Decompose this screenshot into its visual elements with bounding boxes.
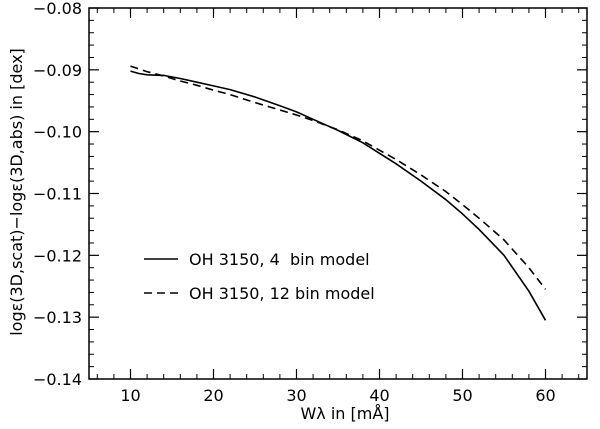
- x-tick-label: 60: [535, 386, 555, 405]
- x-tick-label: 50: [452, 386, 472, 405]
- y-tick-label: −0.12: [33, 246, 82, 265]
- y-tick-label: −0.10: [33, 123, 82, 142]
- series-line-4-bin: [130, 70, 547, 321]
- x-axis-label: Wλ in [mÅ]: [300, 404, 389, 423]
- x-tick-label: 20: [203, 386, 223, 405]
- y-tick-label: −0.14: [33, 370, 82, 389]
- y-axis-label: logε(3D,scat)−logε(3D,abs) in [dex]: [7, 48, 26, 336]
- x-tick-label: 30: [286, 386, 306, 405]
- y-tick-label: −0.09: [33, 61, 82, 80]
- y-tick-label: −0.13: [33, 308, 82, 327]
- y-tick-label: −0.11: [33, 185, 82, 204]
- x-tick-label: 10: [120, 386, 140, 405]
- y-tick-label: −0.08: [33, 0, 82, 18]
- legend-label-1: OH 3150, 4 bin model: [189, 250, 370, 269]
- x-tick-label: 40: [369, 386, 389, 405]
- legend-label-2: OH 3150, 12 bin model: [189, 284, 375, 303]
- plot-frame: [88, 7, 588, 380]
